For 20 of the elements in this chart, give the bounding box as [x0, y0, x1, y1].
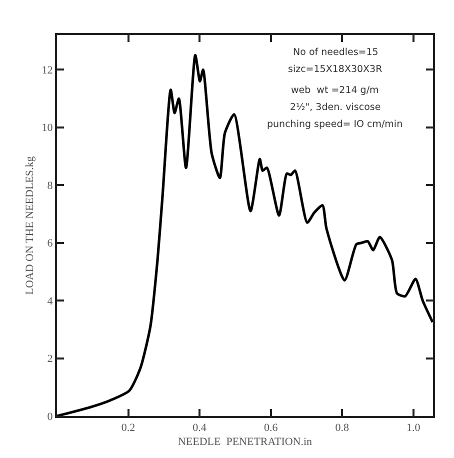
- y-tick-label: 4: [47, 295, 54, 308]
- y-tick-label: 12: [42, 64, 53, 76]
- annotation: 2½", 3den. viscose: [290, 102, 381, 113]
- y-tick-label: 6: [47, 238, 54, 250]
- line-series: [57, 54, 433, 416]
- annotation: punching speed= IO cm/min: [267, 119, 403, 130]
- y-axis-title: LOAD ON THE NEEDLES.kg: [24, 156, 36, 295]
- y-tick-label: 8: [47, 180, 54, 192]
- x-tick-label: 0.6: [264, 422, 278, 434]
- annotation: sizc=15X18X30X3R: [288, 64, 383, 75]
- x-axis-title: NEEDLE PENETRATION.in: [178, 436, 313, 448]
- x-tick-label: 0.8: [335, 422, 350, 434]
- y-tick-label: 2: [47, 353, 53, 366]
- y-tick-label: 10: [42, 122, 54, 134]
- x-tick-label: 0.2: [121, 422, 136, 434]
- x-tick-label: 0.4: [192, 422, 207, 434]
- annotation: web wt =214 g/m: [291, 85, 379, 96]
- x-tick-label: 1.0: [406, 422, 421, 434]
- y-tick-label: 0: [47, 410, 54, 423]
- annotation: No of needles=15: [293, 47, 378, 58]
